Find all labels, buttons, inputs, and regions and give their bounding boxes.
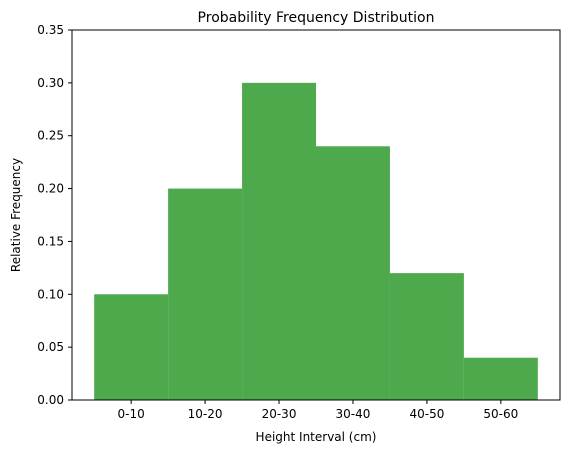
bar-30-40	[316, 146, 390, 400]
y-axis-label: Relative Frequency	[9, 158, 23, 272]
y-tick-label: 0.05	[37, 340, 64, 354]
x-tick-label: 0-10	[118, 407, 145, 421]
bar-10-20	[168, 188, 243, 400]
y-tick-label: 0.30	[37, 76, 64, 90]
x-tick-label: 50-60	[483, 407, 518, 421]
bar-0-10	[94, 294, 169, 400]
x-tick-label: 30-40	[336, 407, 371, 421]
bar-20-30	[242, 82, 316, 400]
y-tick-label: 0.15	[37, 234, 64, 248]
y-tick-label: 0.10	[37, 287, 64, 301]
y-tick-label: 0.35	[37, 23, 64, 37]
x-tick-label: 10-20	[188, 407, 223, 421]
plot-area-frame	[71, 29, 561, 401]
y-tick-label: 0.20	[37, 182, 64, 196]
x-tick-label: 40-50	[409, 407, 444, 421]
x-axis-label: Height Interval (cm)	[256, 430, 377, 444]
bar-50-60	[463, 357, 538, 400]
y-tick-label: 0.25	[37, 129, 64, 143]
chart-title: Probability Frequency Distribution	[198, 10, 435, 26]
x-tick-label: 20-30	[262, 407, 297, 421]
bars-layer	[94, 82, 538, 400]
y-tick-label: 0.00	[37, 393, 64, 407]
bar-40-50	[389, 273, 464, 400]
ticks-layer: 0-10 10-20 20-30 30-40 40-50 50-60 0.00 0.05 0.1…	[37, 23, 518, 421]
